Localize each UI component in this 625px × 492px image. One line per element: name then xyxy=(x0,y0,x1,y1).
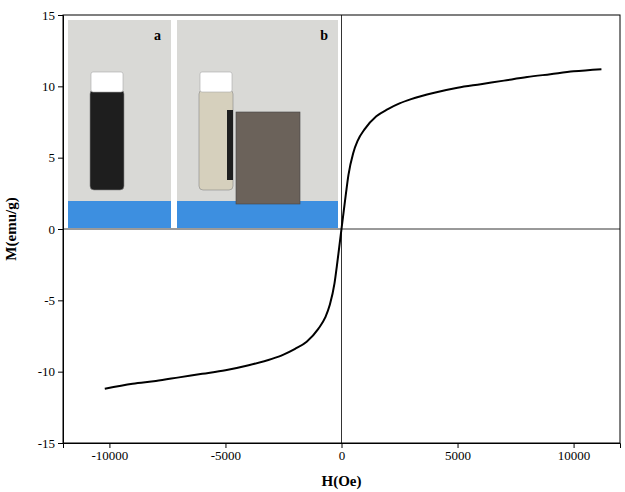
tick-mark xyxy=(58,158,63,159)
tick-mark xyxy=(58,372,63,373)
y-axis-title: M(emu/g) xyxy=(3,197,20,260)
tick: 15 xyxy=(42,8,63,23)
inset-cap xyxy=(91,72,123,92)
inset-particles xyxy=(227,110,233,180)
x-axis-title: H(Oe) xyxy=(322,473,362,490)
plot: ab-10000-50000500010000-15-10-5051015 xyxy=(38,8,621,464)
tick-label: -10 xyxy=(38,364,55,379)
tick: 5 xyxy=(49,150,64,165)
tick-mark xyxy=(58,86,63,87)
tick-label: 15 xyxy=(42,8,55,23)
tick: 10 xyxy=(42,79,63,94)
tick-mark xyxy=(58,443,63,444)
tick-label: -10000 xyxy=(91,448,128,463)
tick-label: 0 xyxy=(339,448,346,463)
tick-mark xyxy=(58,15,63,16)
inset-background xyxy=(177,20,338,228)
tick-label: -5000 xyxy=(211,448,241,463)
tick: 10000 xyxy=(558,443,591,463)
inset-bottle xyxy=(90,90,124,190)
tick-label: 0 xyxy=(49,222,56,237)
tick: 0 xyxy=(49,222,64,237)
tick: -10 xyxy=(38,364,63,379)
inset-bottle xyxy=(199,90,233,190)
inset-label: b xyxy=(320,28,328,43)
tick: -15 xyxy=(38,436,63,451)
tick: -10000 xyxy=(91,443,128,463)
tick: 5000 xyxy=(445,443,471,463)
inset-photo: a xyxy=(68,20,171,228)
tick-label: 5 xyxy=(49,150,56,165)
inset-background xyxy=(68,20,171,228)
inset-table xyxy=(68,201,171,228)
tick-label: -15 xyxy=(38,436,55,451)
tick-label: 10000 xyxy=(558,448,591,463)
x-axis: -10000 -5000 0 5000 10000 xyxy=(64,443,621,463)
chart: ab-10000-50000500010000-15-10-5051015H(O… xyxy=(0,0,625,492)
axis-line xyxy=(58,16,64,444)
tick: -5 xyxy=(44,293,63,308)
insets: ab xyxy=(68,20,338,228)
tick-label: -5 xyxy=(44,293,55,308)
inset-cap xyxy=(200,72,232,92)
inset-label: a xyxy=(154,28,161,43)
tick-mark xyxy=(58,300,63,301)
tick: -5000 xyxy=(211,443,241,463)
tick-label: 5000 xyxy=(445,448,471,463)
tick: 0 xyxy=(339,443,346,463)
inset-photo: b xyxy=(177,20,338,228)
plot-frame xyxy=(63,15,620,443)
inset-table xyxy=(177,201,338,228)
zero-lines xyxy=(63,15,620,443)
tick-label: 10 xyxy=(42,79,55,94)
inset-magnet xyxy=(236,112,300,204)
tick-mark xyxy=(58,229,63,230)
y-axis: -15 -10 -5 0 5 10 15 xyxy=(38,8,64,451)
